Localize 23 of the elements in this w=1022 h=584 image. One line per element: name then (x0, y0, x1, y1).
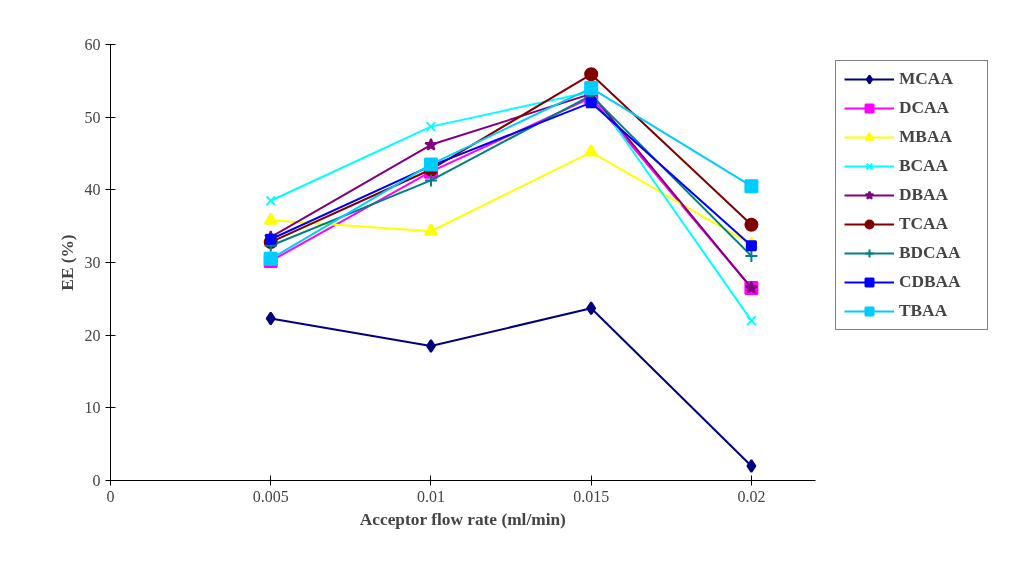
legend-label: DCAA (899, 98, 951, 118)
x-tick-label: 0 (106, 487, 115, 505)
legend-label: TCAA (899, 214, 950, 234)
y-tick-label: 0 (92, 472, 101, 489)
legend-label: DBAA (899, 185, 950, 205)
legend-label: BDCAA (899, 243, 962, 263)
legend-label: MCAA (899, 69, 954, 89)
x-tick-label: 0.02 (737, 487, 766, 505)
y-axis-title: EE (%) (57, 234, 77, 291)
y-tick-label: 50 (84, 108, 101, 126)
legend-label: CDBAA (899, 272, 962, 292)
legend-label: MBAA (899, 127, 953, 147)
y-tick-label: 30 (84, 254, 101, 271)
y-tick-label: 40 (84, 181, 101, 199)
legend-label: BCAA (899, 156, 950, 176)
y-tick-label: 20 (84, 326, 101, 344)
x-tick-label: 0.005 (252, 487, 289, 505)
x-axis-title: Acceptor flow rate (ml/min) (359, 509, 567, 529)
x-tick-label: 0.015 (573, 487, 610, 505)
x-tick-label: 0.01 (416, 487, 445, 505)
legend-label: TBAA (899, 301, 949, 321)
y-tick-label: 60 (84, 36, 101, 53)
y-tick-label: 10 (84, 399, 101, 417)
